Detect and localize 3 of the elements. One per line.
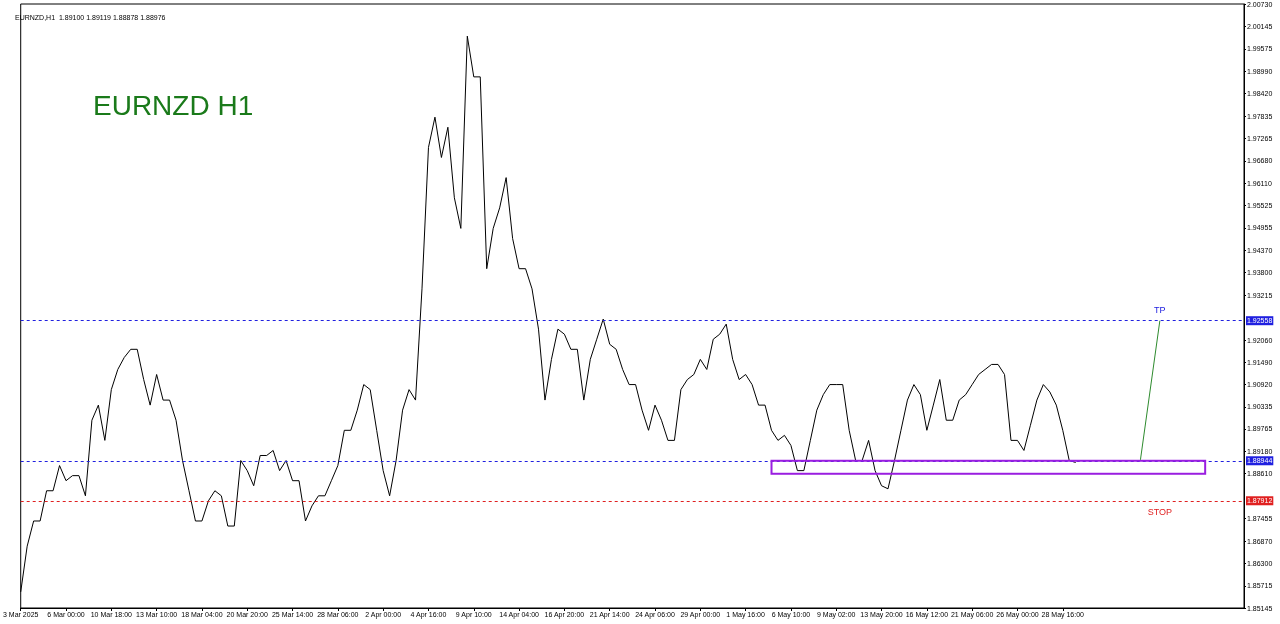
annotation: TP [1154,304,1166,315]
text: EURNZD H1 [93,89,254,121]
annotation: STOP [1147,506,1173,517]
